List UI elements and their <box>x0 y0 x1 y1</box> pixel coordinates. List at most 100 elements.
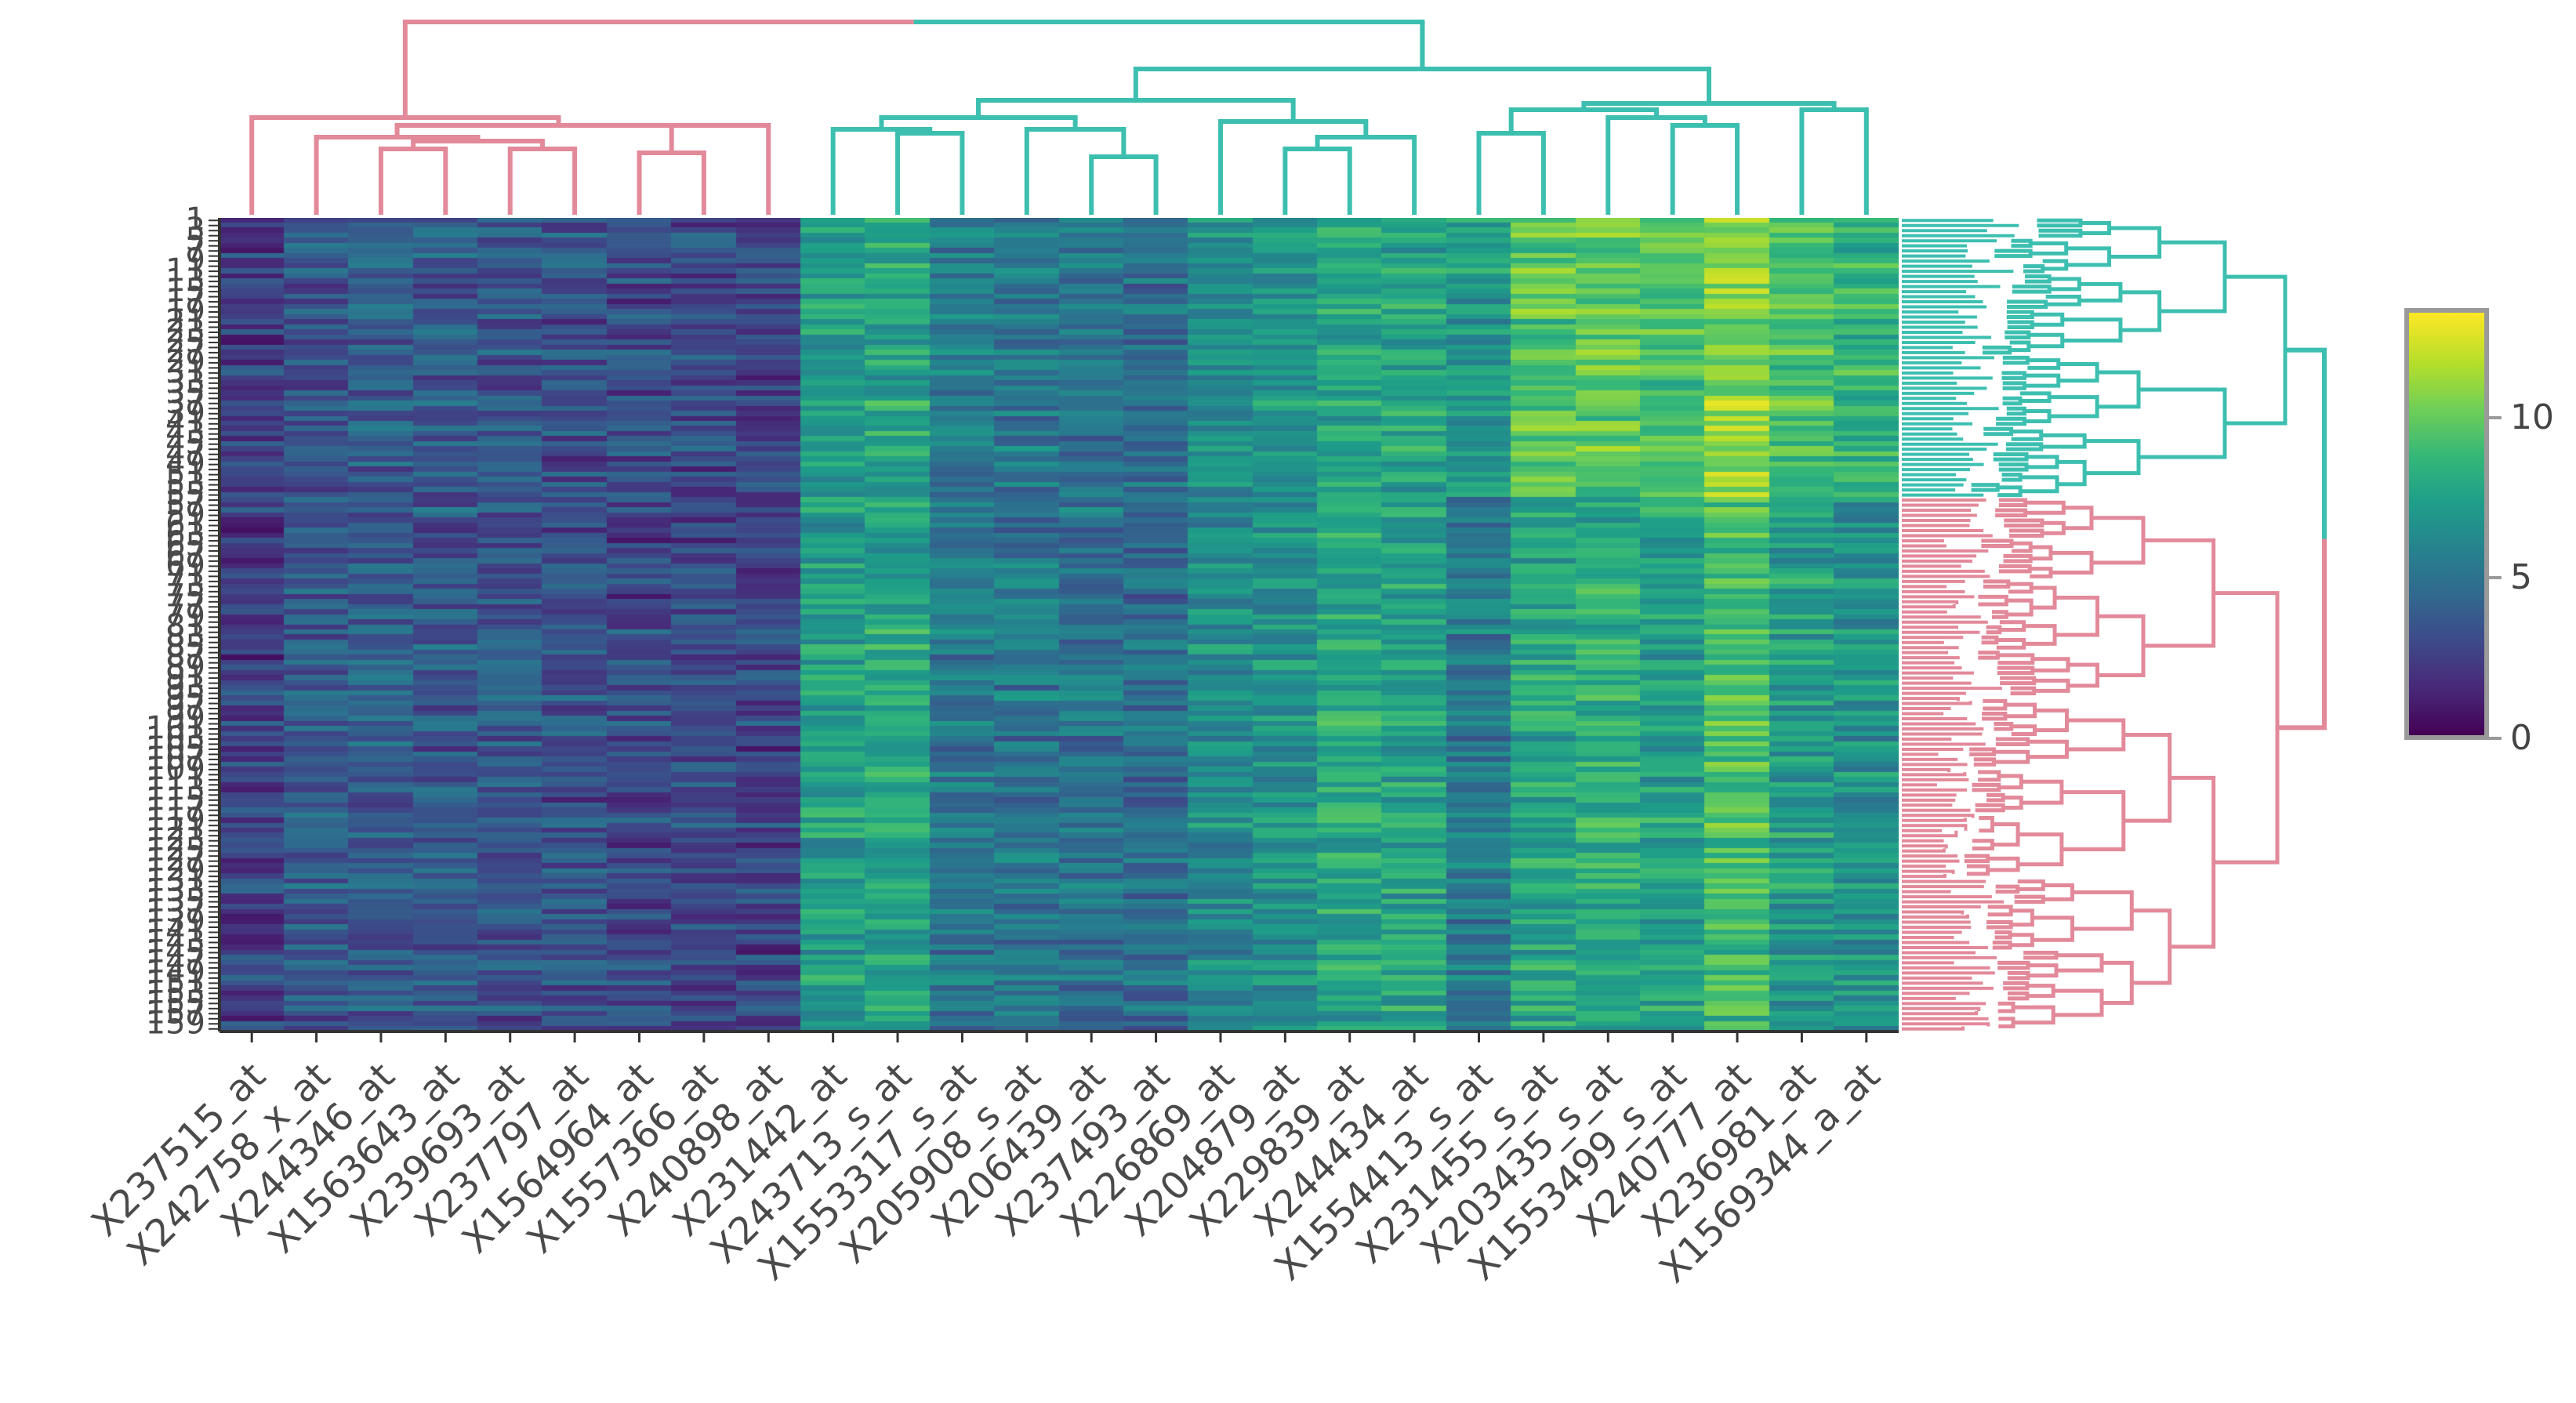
row-dendrogram-link <box>2079 281 2123 303</box>
row-dendrogram-link <box>2032 312 2065 327</box>
row-label: 91 <box>165 659 205 695</box>
row-dendrogram-link <box>2012 285 2052 294</box>
row-label: 29 <box>165 344 205 380</box>
row-dendrogram-link <box>2020 475 2059 494</box>
row-label: 25 <box>165 324 205 360</box>
row-label: 141 <box>146 913 205 949</box>
row-dendrogram-link <box>2006 598 2034 617</box>
row-dendrogram-link <box>2011 238 2033 248</box>
row-label: 71 <box>165 557 205 593</box>
column-dendrogram-link <box>1283 147 1352 215</box>
row-dendrogram-link <box>1986 792 2005 803</box>
row-label: 17 <box>165 283 205 319</box>
row-label: 103 <box>146 720 205 756</box>
row-label: 23 <box>165 314 205 350</box>
row-dendrogram-link <box>2001 371 2026 380</box>
row-label: 63 <box>165 517 205 553</box>
row-label: 19 <box>165 293 205 329</box>
row-dendrogram-link <box>2062 317 2123 343</box>
row-dendrogram-link <box>2097 370 2141 409</box>
row-dendrogram-leaf <box>1902 818 1967 822</box>
row-dendrogram-link <box>2045 295 2081 306</box>
row-dendrogram-leaf <box>1902 772 1967 777</box>
row-dendrogram-link <box>2011 429 2044 441</box>
row-dendrogram-link <box>2068 662 2100 688</box>
row-dendrogram-link <box>2011 541 2033 553</box>
row-dendrogram-link <box>1996 416 2026 426</box>
row-dendrogram-link <box>2002 381 2026 390</box>
colorbar-label-0: 0 <box>2510 718 2532 758</box>
row-dendrogram-link <box>2001 473 2023 482</box>
row-dendrogram-leaf <box>1902 1022 1990 1027</box>
row-label: 13 <box>165 263 205 299</box>
row-dendrogram-link <box>2042 259 2069 271</box>
row-dendrogram-leaf <box>1902 1026 1965 1031</box>
row-label: 95 <box>165 680 205 716</box>
row-dendrogram-link <box>2010 933 2034 948</box>
row-dendrogram-link <box>2011 908 2034 927</box>
row-label: 33 <box>165 364 205 401</box>
row-dendrogram-link <box>2038 228 2083 238</box>
row-dendrogram-link <box>2066 718 2126 752</box>
row-label: 37 <box>165 385 205 421</box>
row-dendrogram-link <box>1997 1001 2015 1013</box>
heatmap-cells[interactable] <box>220 218 1899 1031</box>
row-label: 101 <box>146 710 205 746</box>
row-label: 97 <box>165 690 205 726</box>
row-dendrogram-link <box>1997 665 2035 676</box>
row-dendrogram-link <box>2091 516 2146 565</box>
row-dendrogram-link <box>2032 915 2074 942</box>
column-dendrogram-link <box>249 115 561 215</box>
row-dendrogram-link <box>2024 274 2052 284</box>
row-label: 117 <box>146 792 205 828</box>
row-dendrogram-link <box>2109 226 2162 259</box>
row-dendrogram-link <box>1964 854 1990 864</box>
row-dendrogram-link <box>2023 624 2057 646</box>
row-dendrogram-link <box>1998 1017 2015 1029</box>
row-label: 59 <box>165 497 205 533</box>
row-dendrogram-link <box>2132 908 2172 985</box>
row-dendrogram-leaf <box>1902 910 1965 915</box>
row-dendrogram-link <box>2006 406 2026 416</box>
row-dendrogram-link <box>1966 864 1990 876</box>
row-label: 43 <box>165 415 205 451</box>
row-label: 67 <box>165 537 205 573</box>
row-dendrogram-link <box>1978 594 2008 607</box>
row-dendrogram-link <box>2037 218 2083 228</box>
row-dendrogram-link <box>2139 387 2227 459</box>
row-dendrogram-link <box>1994 722 2014 731</box>
row-label: 41 <box>165 405 205 441</box>
row-dendrogram-link <box>2034 708 2069 733</box>
row-label: 15 <box>165 273 205 309</box>
row-dendrogram-link <box>2049 395 2099 419</box>
row-dendrogram-link <box>2213 591 2280 865</box>
row-dendrogram-link <box>2084 439 2141 476</box>
row-dendrogram-link <box>2024 409 2052 423</box>
row-label: 57 <box>165 487 205 523</box>
row-dendrogram-link <box>1998 498 2028 508</box>
row-dendrogram-link <box>1981 538 2014 548</box>
row-dendrogram-link <box>1973 757 1997 767</box>
row-dendrogram-link <box>2003 796 2023 810</box>
colorbar-tick-10 <box>2489 416 2502 419</box>
colorbar <box>2404 308 2489 740</box>
row-dendrogram-link <box>1978 770 2001 782</box>
row-label: 39 <box>165 395 205 431</box>
row-dendrogram-link <box>1975 803 2005 813</box>
row-label: 119 <box>146 802 205 838</box>
column-dendrogram-link <box>507 147 578 215</box>
row-dendrogram-link <box>1982 712 2008 721</box>
column-dendrogram-link <box>669 123 771 215</box>
row-dendrogram-link <box>2020 391 2052 404</box>
row-dendrogram-leaf <box>1902 824 1968 831</box>
row-dendrogram-leaf <box>1902 1006 1981 1012</box>
row-label: 153 <box>146 974 205 1010</box>
row-dendrogram-link <box>1983 579 2011 589</box>
row-dendrogram-link <box>2056 953 2104 973</box>
row-dendrogram-link <box>2143 538 2216 648</box>
row-label: 35 <box>165 375 205 411</box>
row-label: 53 <box>165 466 205 502</box>
row-dendrogram-link <box>2008 528 2044 538</box>
row-dendrogram-link <box>1995 508 2028 518</box>
